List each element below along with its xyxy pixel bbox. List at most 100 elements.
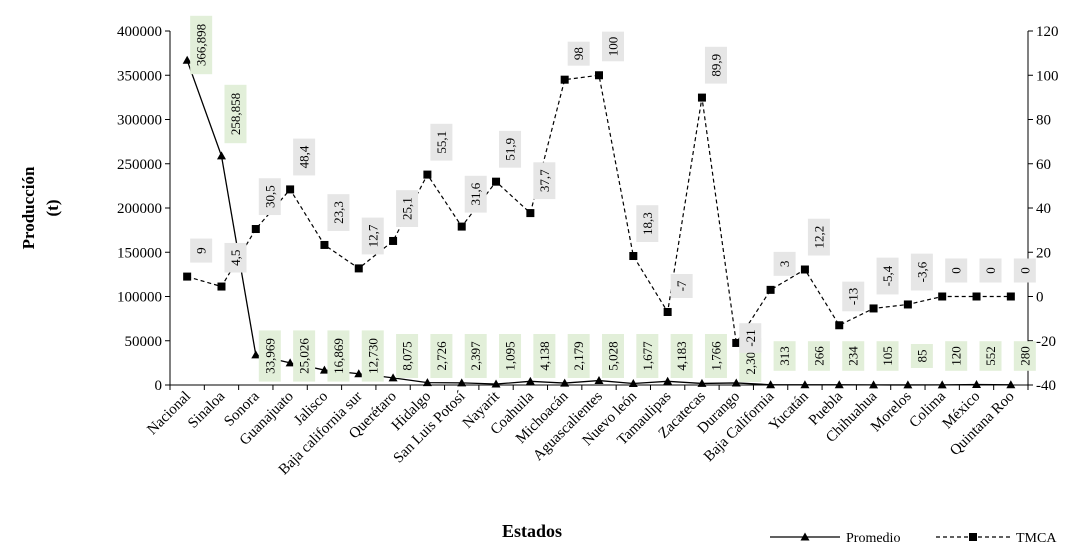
point-tmca: [629, 252, 638, 261]
data-label-promedio: 1,095: [503, 341, 518, 370]
point-tmca: [217, 282, 226, 291]
y-left-tick-label: 50000: [125, 334, 163, 350]
data-label-promedio: 8,075: [400, 341, 415, 370]
data-label-tmca: 30,5: [262, 185, 277, 208]
point-promedio: [319, 365, 329, 374]
data-label-promedio-box: [602, 334, 624, 378]
point-tmca: [835, 321, 844, 330]
y-axis-title-line1: Producción: [19, 166, 38, 249]
series-markers: [182, 55, 1016, 389]
data-label-promedio-box: [464, 334, 487, 378]
data-label-promedio: 280: [1017, 346, 1032, 366]
data-label-tmca: 37,7: [537, 169, 552, 192]
point-tmca: [903, 300, 912, 309]
data-label-tmca: -3,6: [914, 261, 929, 282]
data-label-promedio: 5,028: [606, 341, 621, 370]
data-label-tmca-box: [945, 258, 968, 283]
point-promedio: [869, 380, 879, 389]
data-label-tmca: 9: [194, 247, 209, 254]
y-right-tick-label: 60: [1036, 157, 1051, 173]
legend-promedio-label: Promedio: [846, 531, 900, 545]
data-label-promedio-box: [396, 334, 419, 378]
point-tmca: [560, 75, 569, 84]
data-label-tmca-box: [1013, 258, 1036, 283]
point-tmca: [766, 285, 775, 294]
data-label-tmca: 4,5: [228, 250, 243, 266]
data-label-promedio: 234: [846, 346, 861, 366]
point-promedio: [560, 378, 570, 387]
data-label-tmca: 89,9: [708, 54, 723, 77]
point-promedio: [491, 379, 501, 388]
data-label-promedio-box: [636, 334, 659, 378]
data-label-promedio-box: [327, 330, 350, 382]
category-label: Nacional: [144, 389, 194, 439]
data-label-promedio-box: [293, 330, 316, 382]
point-promedio: [182, 55, 192, 64]
data-label-tmca-box: [190, 238, 213, 263]
data-label-tmca-box: [533, 162, 556, 200]
point-promedio: [422, 378, 432, 387]
data-label-tmca: 0: [983, 267, 998, 274]
data-label-tmca: -21: [743, 329, 758, 346]
point-tmca: [320, 240, 329, 249]
point-tmca: [938, 292, 947, 301]
data-label-promedio: 4,183: [674, 341, 689, 370]
data-label-tmca-box: [464, 175, 487, 213]
y-left-tick-label: 400000: [117, 24, 162, 40]
data-label-tmca: 25,1: [400, 197, 415, 220]
data-label-promedio: 313: [777, 346, 792, 366]
data-label-promedio: 2,726: [434, 341, 449, 371]
category-label: Sinaloa: [185, 388, 228, 431]
data-label-promedio: 120: [949, 346, 964, 366]
point-tmca: [595, 71, 603, 80]
data-label-promedio: 85: [914, 350, 929, 363]
data-label-promedio: 2,397: [468, 341, 483, 371]
legend: Promedio TMCA: [770, 531, 1057, 545]
data-label-promedio-box: [945, 341, 968, 371]
data-label-promedio-box: [876, 341, 899, 371]
category-label: Yucatán: [766, 388, 812, 434]
data-label-promedio-box: [807, 341, 830, 371]
y-left-tick-label: 0: [155, 378, 163, 394]
y-axis-title-line2: (t): [43, 200, 62, 217]
y-left-tick-label: 250000: [117, 157, 162, 173]
data-label-promedio: 105: [880, 346, 895, 366]
point-tmca: [251, 225, 260, 234]
data-label-tmca: 100: [606, 37, 621, 57]
point-tmca: [526, 209, 535, 218]
point-tmca: [1006, 292, 1015, 301]
y-right-tick-label: -20: [1036, 334, 1056, 350]
data-label-tmca: 23,3: [331, 201, 346, 224]
point-tmca: [183, 272, 192, 281]
data-label-promedio-box: [842, 341, 865, 371]
data-label-tmca-box: [670, 273, 693, 298]
point-tmca: [423, 170, 432, 179]
data-label-tmca: 55,1: [434, 131, 449, 154]
y-left-tick-label: 300000: [117, 113, 162, 129]
data-label-promedio-box: [533, 334, 556, 378]
data-label-promedio: 12,730: [365, 338, 380, 374]
x-axis-title: Estados: [502, 521, 562, 541]
y-right-tick-label: 40: [1036, 201, 1051, 217]
data-label-promedio-box: [704, 334, 727, 378]
point-promedio: [766, 380, 776, 389]
legend-tmca-marker: [969, 533, 977, 541]
point-tmca: [389, 236, 398, 245]
point-promedio: [972, 380, 982, 389]
data-label-promedio: 16,869: [331, 338, 346, 374]
data-label-tmca-box: [807, 218, 830, 256]
data-label-tmca-box: [361, 217, 384, 255]
data-label-tmca: 12,2: [811, 226, 826, 249]
point-promedio: [525, 376, 535, 385]
data-label-tmca: -5,4: [880, 265, 895, 286]
point-tmca: [732, 338, 741, 347]
data-label-promedio: 2,179: [571, 341, 586, 370]
category-labels: NacionalSinaloaSonoraGuanajuatoJaliscoBa…: [144, 388, 1017, 478]
y-left-tick-label: 100000: [117, 290, 162, 306]
point-tmca: [492, 177, 501, 186]
point-promedio: [697, 378, 707, 387]
y-right-tick-label: 120: [1036, 24, 1059, 40]
point-tmca: [663, 307, 672, 316]
point-promedio: [731, 378, 741, 387]
